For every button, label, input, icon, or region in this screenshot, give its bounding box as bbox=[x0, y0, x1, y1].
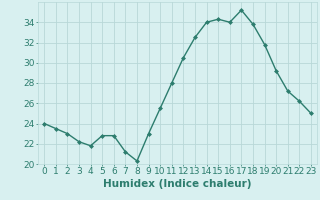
X-axis label: Humidex (Indice chaleur): Humidex (Indice chaleur) bbox=[103, 179, 252, 189]
